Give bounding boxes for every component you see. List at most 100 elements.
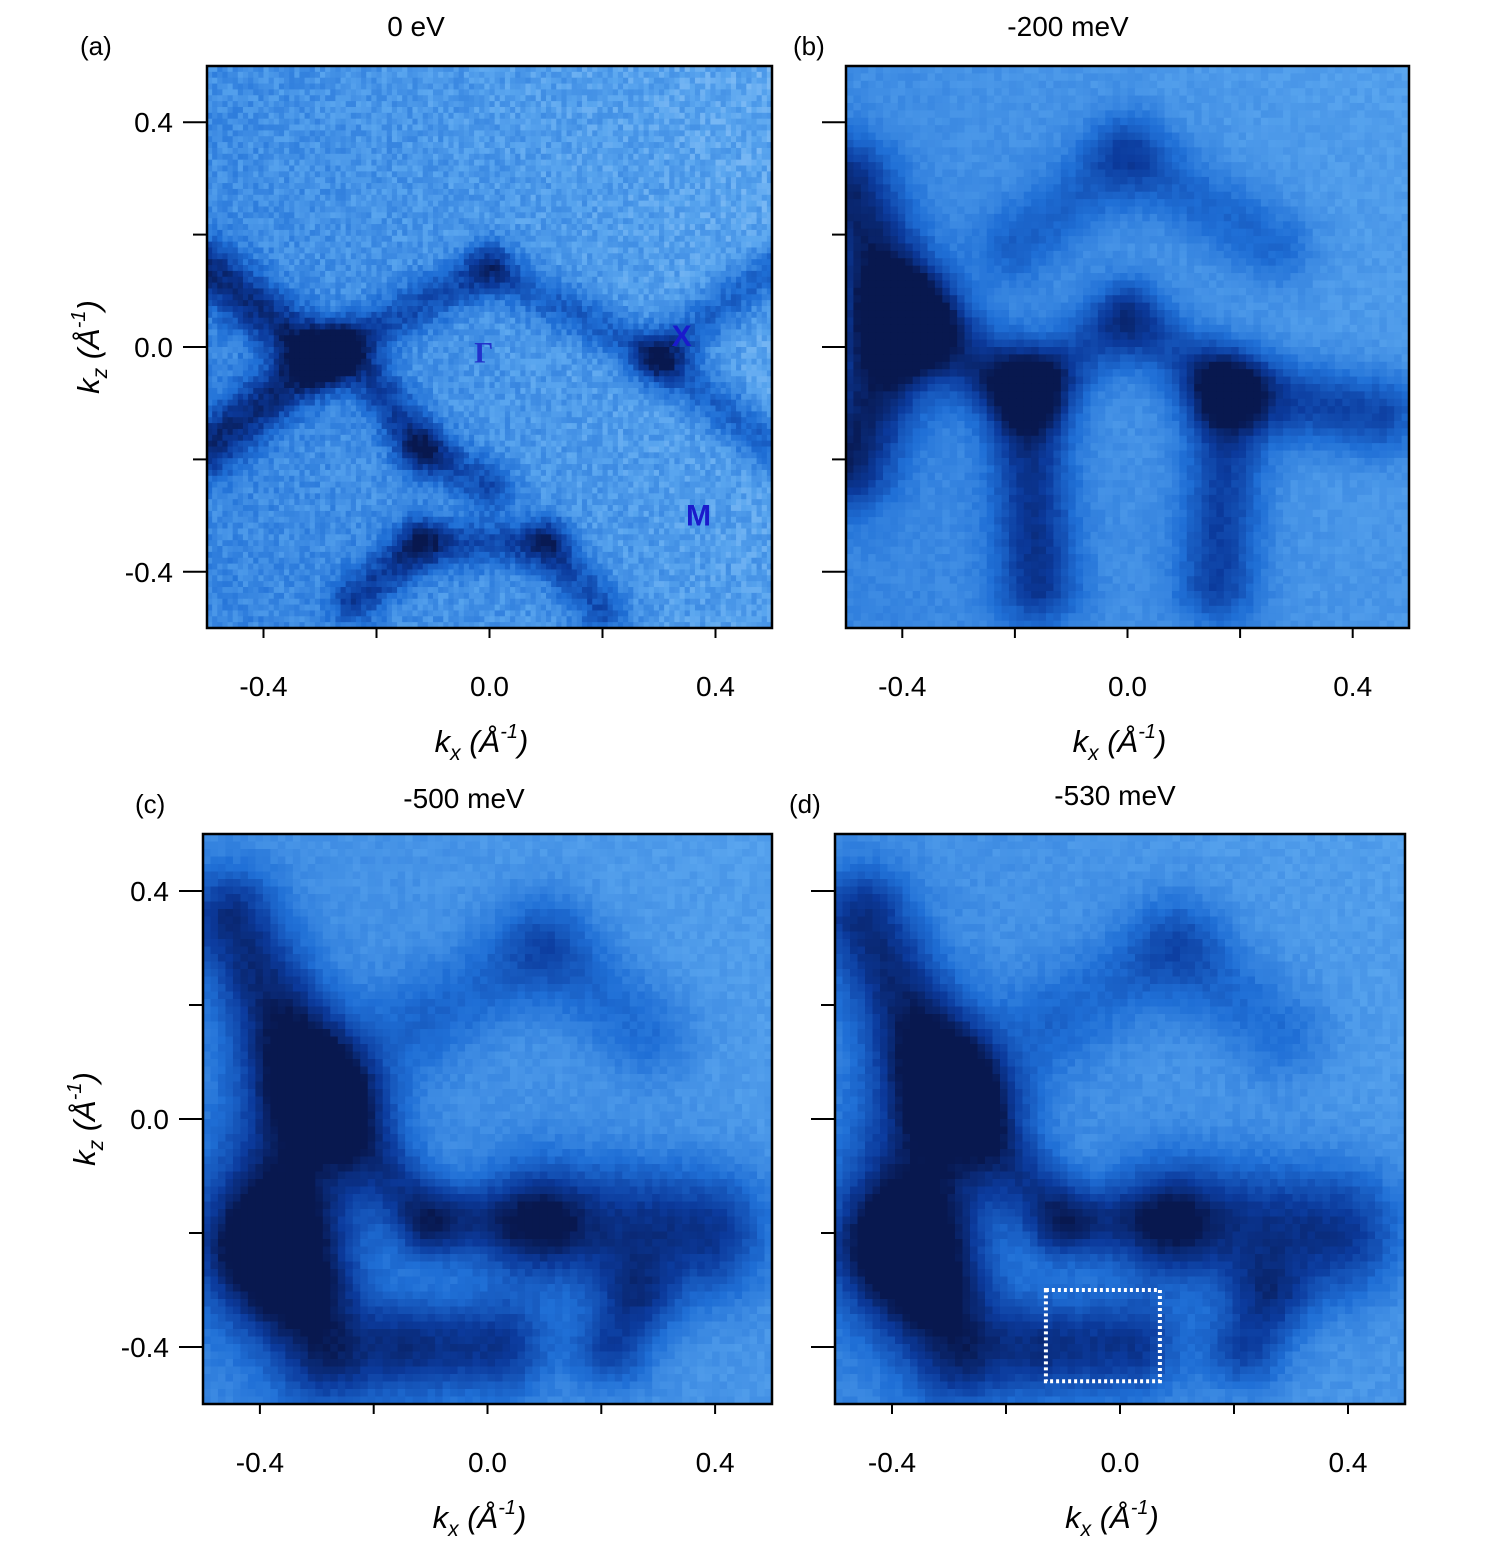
heatmap-cell xyxy=(690,183,696,189)
heatmap-cell xyxy=(592,242,598,248)
heatmap-cell xyxy=(289,294,295,300)
heatmap-cell xyxy=(659,148,665,154)
heatmap-cell xyxy=(597,78,603,84)
heatmap-cell xyxy=(382,224,388,230)
heatmap-cell xyxy=(474,189,480,195)
heatmap-cell xyxy=(567,318,573,324)
heatmap-cell xyxy=(294,84,300,90)
heatmap-cell xyxy=(346,113,352,119)
heatmap-cell xyxy=(613,160,619,166)
heatmap-cell xyxy=(371,329,377,335)
heatmap-cell xyxy=(726,101,732,107)
heatmap-cell xyxy=(587,107,593,113)
heatmap-cell xyxy=(269,212,275,218)
heatmap-cell xyxy=(238,236,244,242)
heatmap-cell xyxy=(500,166,506,172)
heatmap-cell xyxy=(644,195,650,201)
heatmap-cell xyxy=(335,89,341,95)
heatmap-cell xyxy=(233,324,239,330)
heatmap-cell xyxy=(520,84,526,90)
heatmap-cell xyxy=(705,236,711,242)
heatmap-cell xyxy=(438,166,444,172)
heatmap-cell xyxy=(392,207,398,213)
heatmap-cell xyxy=(238,113,244,119)
heatmap-cell xyxy=(228,171,234,177)
heatmap-cell xyxy=(279,230,285,236)
heatmap-cell xyxy=(705,119,711,125)
heatmap-cell xyxy=(520,113,526,119)
heatmap-cell xyxy=(731,130,737,136)
heatmap-cell xyxy=(294,107,300,113)
heatmap-cell xyxy=(751,242,757,248)
heatmap-cell xyxy=(423,288,429,294)
heatmap-cell xyxy=(274,242,280,248)
heatmap-cell xyxy=(284,136,290,142)
heatmap-cell xyxy=(377,160,383,166)
heatmap-cell xyxy=(731,136,737,142)
heatmap-cell xyxy=(279,242,285,248)
heatmap-cell xyxy=(649,306,655,312)
heatmap-cell xyxy=(299,72,305,78)
heatmap-cell xyxy=(423,224,429,230)
heatmap-cell xyxy=(310,224,316,230)
heatmap-cell xyxy=(592,171,598,177)
heatmap-cell xyxy=(412,107,418,113)
heatmap-cell xyxy=(222,224,228,230)
heatmap-cell xyxy=(222,283,228,289)
heatmap-cell xyxy=(212,89,218,95)
heatmap-cell xyxy=(680,224,686,230)
heatmap-cell xyxy=(443,300,449,306)
heatmap-cell xyxy=(674,288,680,294)
heatmap-cell xyxy=(515,136,521,142)
heatmap-cell xyxy=(597,306,603,312)
heatmap-cell xyxy=(346,288,352,294)
heatmap-cell xyxy=(289,72,295,78)
heatmap-cell xyxy=(448,306,454,312)
heatmap-cell xyxy=(351,224,357,230)
heatmap-cell xyxy=(366,125,372,131)
heatmap-cell xyxy=(546,78,552,84)
heatmap-cell xyxy=(649,183,655,189)
heatmap-cell xyxy=(505,294,511,300)
heatmap-cell xyxy=(608,201,614,207)
heatmap-cell xyxy=(536,242,542,248)
heatmap-cell xyxy=(377,230,383,236)
heatmap-cell xyxy=(448,113,454,119)
heatmap-cell xyxy=(751,306,757,312)
heatmap-cell xyxy=(402,95,408,101)
heatmap-cell xyxy=(551,201,557,207)
heatmap-cell xyxy=(669,84,675,90)
heatmap-cell xyxy=(587,201,593,207)
heatmap-cell xyxy=(418,154,424,160)
heatmap-cell xyxy=(325,242,331,248)
heatmap-cell xyxy=(721,84,727,90)
heatmap-cell xyxy=(582,177,588,183)
heatmap-cell xyxy=(746,312,752,318)
heatmap-cell xyxy=(402,329,408,335)
heatmap-cell xyxy=(407,72,413,78)
heatmap-cell xyxy=(418,306,424,312)
heatmap-cell xyxy=(222,148,228,154)
heatmap-cell xyxy=(659,101,665,107)
heatmap-cell xyxy=(551,130,557,136)
heatmap-cell xyxy=(366,136,372,142)
heatmap-cell xyxy=(510,242,516,248)
heatmap-cell xyxy=(551,119,557,125)
heatmap-cell xyxy=(428,271,434,277)
heatmap-cell xyxy=(305,283,311,289)
heatmap-cell xyxy=(459,148,465,154)
heatmap-cell xyxy=(454,201,460,207)
heatmap-cell xyxy=(361,212,367,218)
heatmap-cell xyxy=(469,207,475,213)
heatmap-cell xyxy=(762,177,768,183)
heatmap-cell xyxy=(623,300,629,306)
heatmap-cell xyxy=(448,189,454,195)
heatmap-cell xyxy=(377,329,383,335)
heatmap-cell xyxy=(556,119,562,125)
heatmap-cell xyxy=(623,283,629,289)
heatmap-cell xyxy=(474,119,480,125)
heatmap-cell xyxy=(407,160,413,166)
heatmap-cell xyxy=(726,247,732,253)
heatmap-cell xyxy=(592,288,598,294)
